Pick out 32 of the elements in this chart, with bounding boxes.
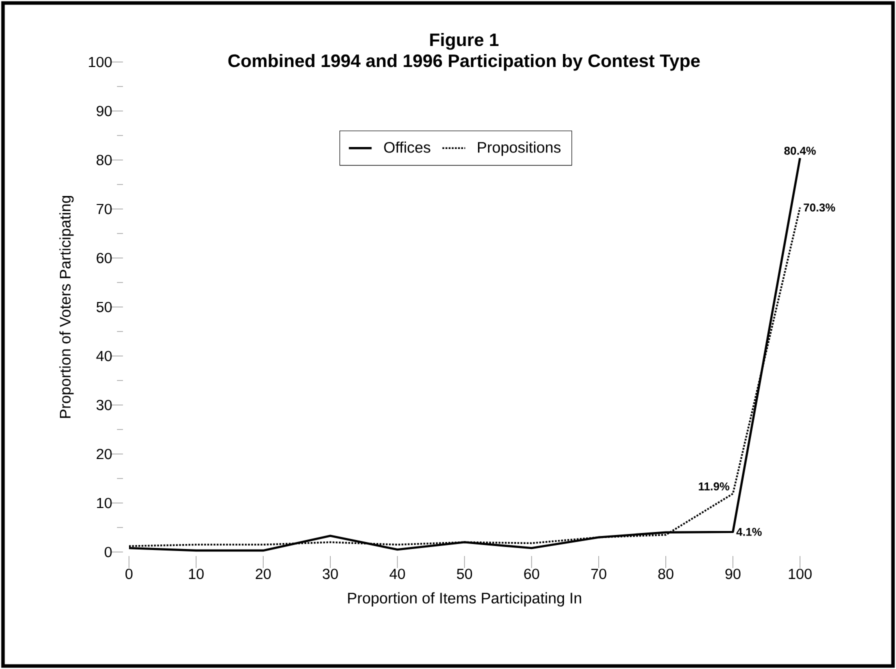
y-tick-label: 100 xyxy=(88,56,112,68)
chart-title: Figure 1 xyxy=(430,32,499,50)
data-label: 4.1% xyxy=(736,528,762,536)
y-tick-label: 40 xyxy=(96,350,112,362)
data-label: 11.9% xyxy=(698,482,730,490)
y-tick-label: 20 xyxy=(96,448,112,460)
chart-subtitle: Combined 1994 and 1996 Participation by Contest Type xyxy=(228,54,700,71)
legend-label: Propositions xyxy=(478,142,561,156)
legend-label: Offices xyxy=(384,142,430,153)
x-tick-label: 50 xyxy=(456,568,472,580)
x-tick-label: 10 xyxy=(189,568,204,580)
x-tick-label: 80 xyxy=(658,568,674,580)
y-tick-label: 10 xyxy=(97,498,112,508)
y-tick-label: 50 xyxy=(96,302,112,312)
y-tick-label: 90 xyxy=(96,106,112,116)
y-tick-label: 60 xyxy=(96,252,112,264)
x-tick-label: 30 xyxy=(322,568,338,580)
x-tick-label: 70 xyxy=(591,568,606,580)
x-tick-label: 40 xyxy=(390,568,405,580)
y-tick-label: 0 xyxy=(104,546,112,558)
data-label: 70.3% xyxy=(804,204,836,212)
x-tick-label: 60 xyxy=(524,568,540,580)
x-tick-label: 20 xyxy=(256,568,271,580)
x-axis-title: Proportion of Items Participating In xyxy=(348,592,582,607)
y-tick-label: 80 xyxy=(96,154,112,166)
data-label: 80.4% xyxy=(784,146,816,155)
x-tick-label: 0 xyxy=(125,568,132,580)
y-tick-label: 30 xyxy=(96,400,112,410)
x-tick-label: 90 xyxy=(725,568,740,580)
y-tick-label: 70 xyxy=(96,204,112,214)
y-axis-title: Proportion of Voters Participating xyxy=(59,196,74,418)
x-tick-label: 100 xyxy=(788,568,812,580)
